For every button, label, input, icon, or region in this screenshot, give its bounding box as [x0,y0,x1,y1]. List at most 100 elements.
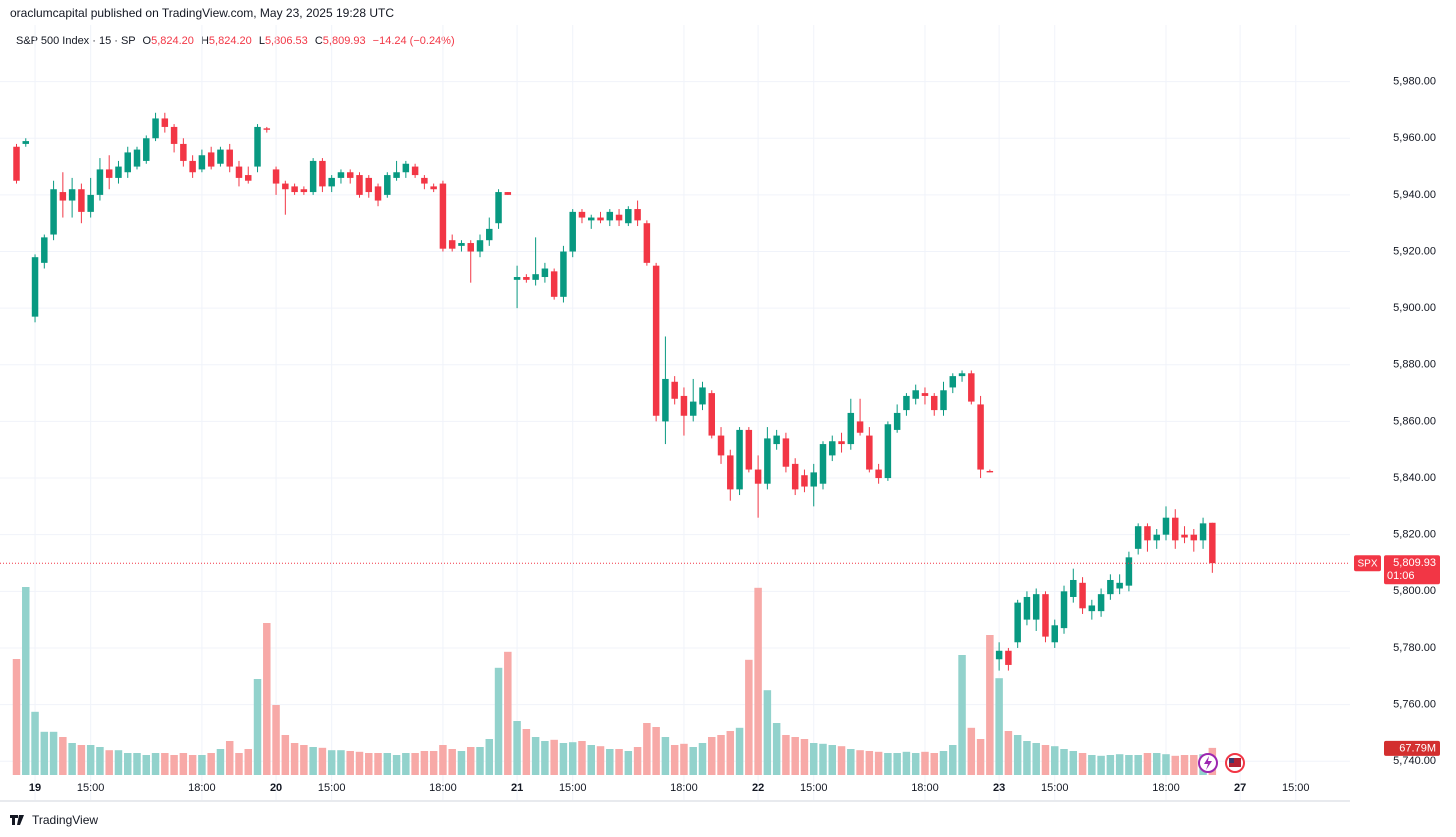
candle-body [708,393,716,436]
volume-bar [198,755,206,775]
volume-bar [346,751,354,775]
candle-body [319,160,326,187]
volume-bar [151,753,160,775]
volume-bar [1106,755,1115,775]
volume-bar [327,750,336,775]
volume-bar [1032,743,1040,775]
candle-body [421,177,428,184]
candle-body [1181,534,1188,538]
volume-bar [531,737,540,775]
candles [13,112,1216,671]
candle-body [356,175,363,195]
candle-body [1060,591,1068,629]
candle-body [995,650,1003,660]
candle-body [680,395,688,416]
candle-body [940,390,947,411]
candle-body [152,118,159,139]
volume-bar [392,755,401,775]
candle-body [217,149,224,164]
volume-bar [1013,735,1022,775]
candle-body [1014,602,1021,643]
candle-body [513,277,521,280]
x-tick-label: 15:00 [1282,782,1310,794]
volume-bar [253,679,262,775]
volume-bar [893,753,901,775]
legend-l: L [259,35,265,47]
candle-body [893,412,901,430]
candle-body [977,404,984,470]
candle-body [791,463,799,490]
x-tick-label: 21 [511,782,523,794]
volume-bar [615,749,623,775]
candle-body [226,149,233,167]
candle-body [133,149,141,167]
volume-bar [819,743,827,775]
volume-bar [22,587,30,775]
candle-body [143,138,150,161]
volume-bar [133,753,141,775]
candle-body [78,189,85,212]
volume-bar [457,751,466,775]
candle-body [365,177,373,193]
candle-body [374,186,382,201]
x-tick-label: 23 [993,782,1005,794]
legend-high: 5,824.20 [209,35,252,47]
volume-bar [902,751,911,775]
candle-body [346,172,354,178]
candle-body [495,192,502,224]
volume-bar [1069,751,1078,775]
legend-close: 5,809.93 [323,35,366,47]
candle-body [1023,596,1031,620]
candle-body [189,160,196,173]
candle-body [986,470,994,473]
volume-bar [708,737,716,775]
volume-bar [541,741,549,775]
volume-bar [1060,749,1068,775]
volume-bar [494,667,503,775]
candle-body [411,166,419,176]
candle-body [689,401,697,416]
candle-body [764,438,771,484]
volume-bar [828,745,837,775]
candle-body [87,194,94,212]
x-tick-label: 15:00 [318,782,346,794]
candle-body [105,169,113,178]
volume-bar [930,753,938,775]
volume-bar [263,623,271,775]
candle-body [328,177,335,187]
volume-bar [856,750,864,775]
candle-body [560,251,567,297]
candle-body [59,192,67,201]
volume-bar [995,678,1003,775]
candle-body [1097,594,1105,612]
x-tick-label: 15:00 [559,782,587,794]
volume-bar [59,737,67,775]
candle-body [968,373,975,402]
volume-bar [550,739,558,775]
candle-body [476,240,484,252]
candle-body [1172,517,1179,541]
x-tick-label: 15:00 [1041,782,1069,794]
y-tick-label: 5,760.00 [1393,698,1436,710]
volume-bar [763,690,772,775]
candle-body [337,172,345,178]
volume-bar [578,741,586,775]
volume-bar [837,746,846,775]
candle-body [930,395,938,411]
volume-bar [170,755,178,775]
x-tick-label: 15:00 [800,782,828,794]
candle-body [875,469,882,479]
volume-bar [207,753,215,775]
volume-bar [1171,755,1180,775]
candle-body [198,155,206,170]
volume-bar [698,743,707,775]
volume-bar [114,750,123,775]
volume-bar [976,739,985,775]
candle-body [727,455,734,490]
candle-body [588,217,595,221]
candle-body [1162,517,1170,535]
price-tag: 5,809.93 [1393,557,1436,569]
volume-bar [809,743,818,775]
flag-icon-body [1229,758,1241,767]
candle-body [309,160,317,193]
